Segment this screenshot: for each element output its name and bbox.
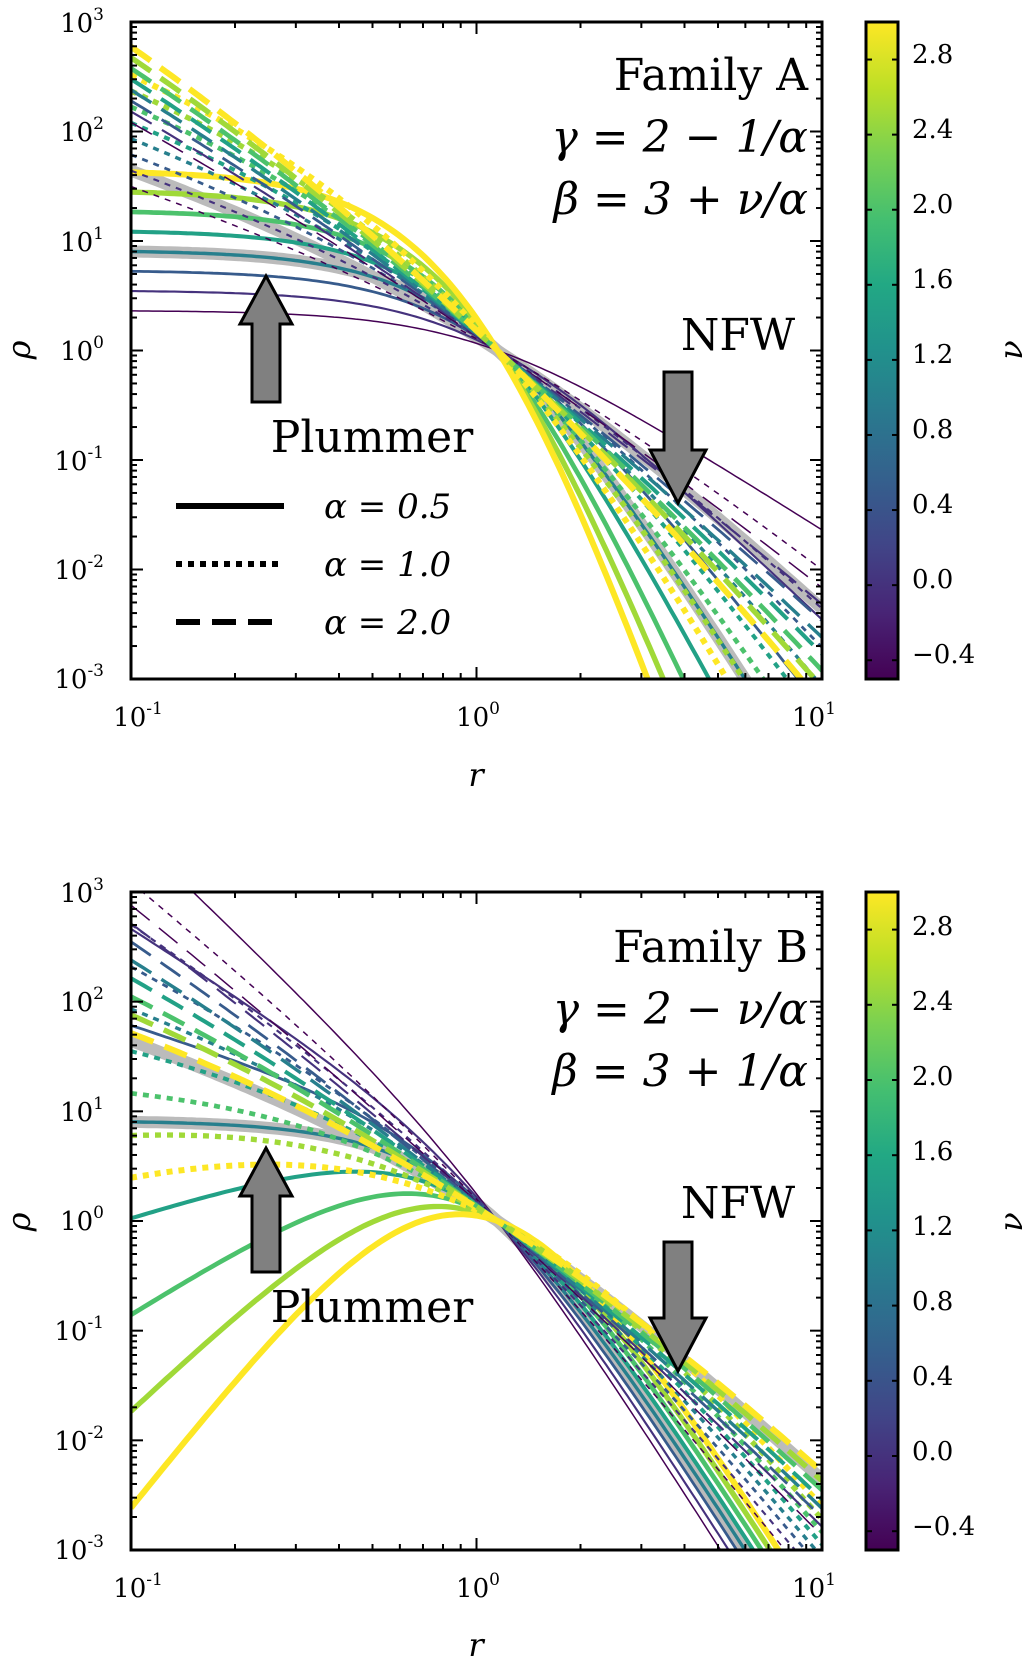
y-tick-label: 10-3	[54, 661, 104, 695]
colorbar-label: ν	[992, 340, 1030, 359]
beta-equation: β = 3 + ν/α	[552, 174, 808, 225]
legend-label-alpha-0.5: α = 0.5	[324, 487, 451, 527]
profile-curve-alpha-1-nu--0.5	[141, 892, 786, 1550]
x-axis-label: r	[468, 1626, 485, 1659]
nfw-label: NFW	[681, 1178, 796, 1229]
colorbar: −0.4 0.0 0.4 0.8 1.2 1.6 2.0 2.4 2.8 ν	[864, 20, 1030, 681]
profile-curve-alpha-2-nu-2	[131, 994, 822, 1492]
colorbar-tick-label: 0.8	[912, 1287, 953, 1317]
profile-curve-alpha-0.5-nu-0	[131, 290, 822, 621]
profile-curve-alpha-2-nu-1	[131, 88, 822, 639]
beta-equation: β = 3 + 1/α	[550, 1046, 808, 1097]
y-tick-label: 10-1	[54, 1313, 104, 1347]
colorbar-label: ν	[992, 1212, 1030, 1231]
profile-curve-alpha-1-nu--0.5	[131, 185, 822, 571]
curves-family-a	[131, 44, 822, 679]
colorbar-tick-label: 0.0	[912, 1437, 953, 1467]
y-tick-label: 103	[60, 5, 104, 39]
colorbar-tick-label: 1.6	[912, 265, 953, 295]
profile-curve-alpha-2-nu-3	[131, 44, 806, 679]
colorbar-gradient	[864, 20, 900, 681]
colorbar-tick-label: 0.4	[912, 490, 953, 520]
y-tick-labels: 10-3 10-2 10-1 100 101 102 103	[54, 5, 104, 695]
y-tick-label: 100	[60, 333, 104, 367]
plummer-label: Plummer	[271, 1282, 475, 1333]
panel-family-b: 10-3 10-2 10-1 100 101 102 103 10-1 100 …	[0, 875, 1030, 1659]
x-tick-label: 10-1	[113, 699, 163, 733]
y-tick-label: 101	[60, 1094, 104, 1128]
profile-curve-alpha-2-nu-1.5	[131, 77, 822, 656]
colorbar-tick-label: 1.2	[912, 340, 953, 370]
y-tick-label: 102	[60, 114, 104, 148]
y-axis-label: ρ	[0, 340, 38, 360]
profile-curve-alpha-0.5-nu-2.5	[131, 1203, 774, 1550]
x-tick-label: 101	[792, 1570, 836, 1604]
profile-curve-alpha-1-nu-0.5	[131, 965, 808, 1550]
profile-curve-alpha-1-nu-1.5	[131, 1049, 822, 1546]
x-tick-labels: 10-1 100 101	[113, 1570, 836, 1604]
colorbar-tick-label: 1.2	[912, 1212, 953, 1242]
gamma-equation: γ = 2 − ν/α	[553, 984, 808, 1035]
colorbar-ticks	[866, 928, 898, 1533]
colorbar-tick-label: 2.0	[912, 1062, 953, 1092]
plummer-arrow	[237, 272, 295, 404]
colorbar-ticks	[866, 58, 898, 662]
colorbar-tick-label: −0.4	[912, 1512, 975, 1542]
axis-ticks	[130, 891, 823, 1551]
nfw-arrow	[647, 1240, 709, 1375]
profile-curve-alpha-1-nu-2	[131, 1090, 822, 1534]
plummer-arrow	[237, 1144, 295, 1274]
profile-curve-alpha-0.5-nu-0	[131, 927, 730, 1550]
profile-curve-alpha-2-nu-3	[131, 1030, 822, 1475]
profile-curve-alpha-0.5-nu--0.5	[191, 892, 722, 1550]
y-tick-label: 102	[60, 984, 104, 1018]
y-tick-labels: 10-3 10-2 10-1 100 101 102 103	[54, 875, 104, 1566]
x-tick-label: 101	[792, 699, 836, 733]
axis-ticks	[130, 21, 823, 680]
panel-family-a: 10-3 10-2 10-1 100 101 102 103 10-1 100 …	[0, 5, 1030, 794]
curves-family-b	[131, 892, 822, 1550]
y-tick-label: 100	[60, 1203, 104, 1237]
y-tick-label: 10-2	[54, 552, 104, 586]
profile-curve-alpha-1-nu-3	[131, 1161, 822, 1509]
colorbar-tick-label: 2.0	[912, 190, 953, 220]
legend-label-alpha-1.0: α = 1.0	[324, 545, 451, 585]
x-tick-label: 100	[456, 1570, 500, 1604]
colorbar-tick-label: 2.4	[912, 115, 953, 145]
y-tick-label: 10-1	[54, 443, 104, 477]
plummer-label: Plummer	[271, 412, 475, 463]
x-tick-label: 100	[456, 699, 500, 733]
profile-curve-alpha-1-nu-0.5	[131, 153, 822, 649]
chart-title: Family A	[614, 50, 809, 101]
y-tick-label: 101	[60, 224, 104, 258]
colorbar-tick-label: 2.8	[912, 40, 953, 70]
colorbar-tick-label: 2.8	[912, 912, 953, 942]
x-tick-label: 10-1	[113, 1570, 163, 1604]
profile-curve-alpha-2-nu-1	[131, 958, 822, 1510]
profile-curve-alpha-0.5-nu-3	[131, 169, 651, 679]
profile-curve-alpha-0.5-nu-3	[131, 1211, 782, 1550]
gamma-equation: γ = 2 − 1/α	[551, 112, 808, 163]
y-axis-label: ρ	[0, 1212, 38, 1232]
profile-curve-alpha-2-nu-2.5	[131, 1012, 822, 1483]
colorbar-tick-label: 0.8	[912, 415, 953, 445]
colorbar-tick-label: 1.6	[912, 1137, 953, 1167]
y-tick-label: 103	[60, 875, 104, 909]
colorbar-gradient	[864, 890, 900, 1552]
x-axis-label: r	[468, 756, 485, 794]
colorbar-tick-label: 0.4	[912, 1362, 953, 1392]
nfw-arrow	[647, 370, 709, 507]
colorbar-tick-label: 2.4	[912, 987, 953, 1017]
colorbar-tick-label: −0.4	[912, 640, 975, 670]
x-tick-labels: 10-1 100 101	[113, 699, 836, 733]
y-tick-label: 10-2	[54, 1423, 104, 1457]
legend-label-alpha-2.0: α = 2.0	[324, 603, 451, 643]
nfw-label: NFW	[681, 310, 796, 361]
colorbar-tick-label: 0.0	[912, 565, 953, 595]
y-tick-label: 10-3	[54, 1532, 104, 1566]
colorbar: −0.4 0.0 0.4 0.8 1.2 1.6 2.0 2.4 2.8 ν	[864, 890, 1030, 1552]
legend: α = 0.5 α = 1.0 α = 2.0	[176, 487, 451, 643]
chart-title: Family B	[613, 922, 808, 973]
